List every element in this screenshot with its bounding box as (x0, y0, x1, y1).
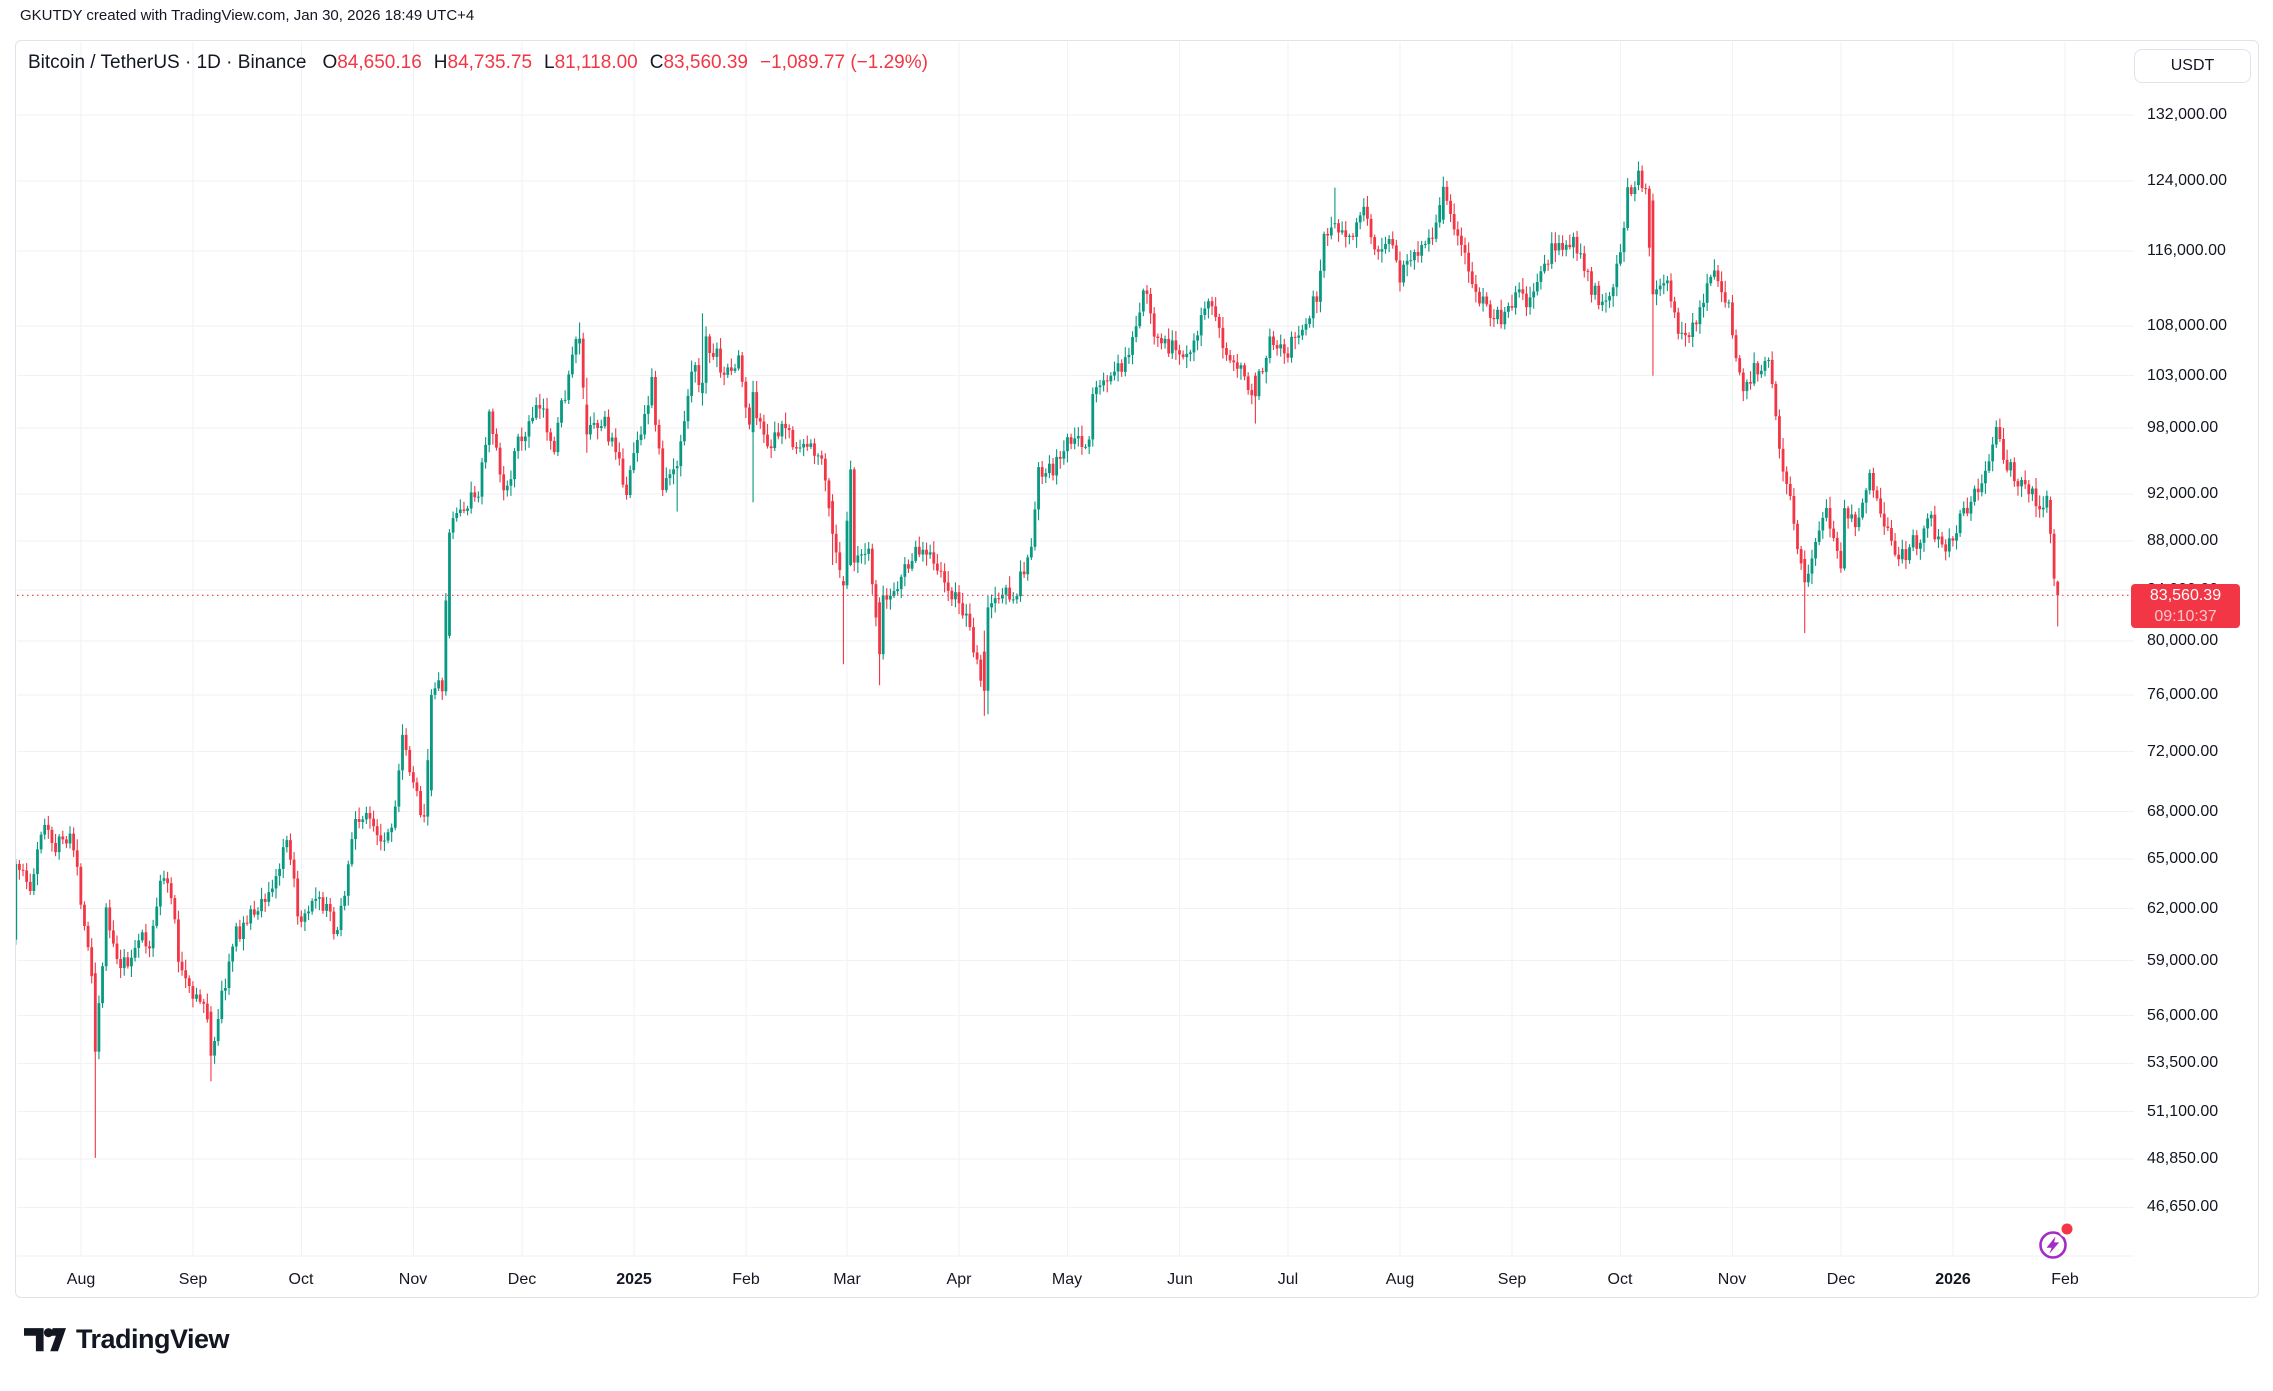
time-axis-label: 2025 (616, 1271, 652, 1288)
price-axis-label: 59,000.00 (2147, 952, 2219, 969)
time-axis-label: Mar (833, 1271, 861, 1288)
price-axis-label: 48,850.00 (2147, 1150, 2219, 1167)
time-axis-label: Apr (946, 1271, 972, 1288)
price-axis-label: 51,100.00 (2147, 1103, 2219, 1120)
ohlc-values: O84,650.16 H84,735.75 L81,118.00 C83,560.39 (322, 52, 760, 74)
tradingview-logo[interactable]: TradingView (24, 1324, 230, 1355)
price-axis-label: 98,000.00 (2147, 419, 2219, 436)
price-axis-label: 72,000.00 (2147, 743, 2219, 760)
time-axis-label: Feb (2051, 1271, 2079, 1288)
price-axis-label: 80,000.00 (2147, 632, 2219, 649)
time-axis-label: Sep (1497, 1271, 1527, 1288)
events-button[interactable] (2031, 1221, 2077, 1263)
attribution-text: GKUTDY created with TradingView.com, Jan… (20, 7, 475, 24)
time-axis-label: Nov (398, 1271, 428, 1288)
price-axis-label: 124,000.00 (2147, 172, 2228, 189)
time-axis-label: Sep (178, 1271, 208, 1288)
price-axis-label: 62,000.00 (2147, 900, 2219, 917)
price-axis-label: 103,000.00 (2147, 367, 2228, 384)
time-axis-label: May (1051, 1271, 1083, 1288)
tradingview-logo-mark (24, 1327, 66, 1351)
time-axis-label: Feb (732, 1271, 760, 1288)
price-axis-label: 108,000.00 (2147, 317, 2228, 334)
time-axis-label: Jul (1277, 1271, 1299, 1288)
time-axis-label: Dec (507, 1271, 537, 1288)
events-circle-icon (2039, 1231, 2067, 1259)
price-axis-label: 46,650.00 (2147, 1198, 2219, 1215)
ohlc-pair: C83,560.39 (649, 52, 748, 73)
price-axis-label: 68,000.00 (2147, 803, 2219, 820)
ohlc-pair: O84,650.16 (322, 52, 422, 73)
price-axis-label: 53,500.00 (2147, 1054, 2219, 1071)
time-axis-label: Aug (1385, 1271, 1415, 1288)
price-axis-label: 56,000.00 (2147, 1007, 2219, 1024)
last-price-value: 83,560.39 (2149, 587, 2222, 604)
symbol-header: Bitcoin / TetherUS · 1D · Binance O84,65… (28, 52, 928, 74)
symbol-title[interactable]: Bitcoin / TetherUS · 1D · Binance (28, 52, 307, 73)
price-axis-label: 92,000.00 (2147, 485, 2219, 502)
notification-dot (2061, 1223, 2073, 1235)
price-axis-label: 76,000.00 (2147, 686, 2219, 703)
price-axis-label: 116,000.00 (2147, 242, 2226, 259)
lightning-icon (2046, 1236, 2060, 1254)
tradingview-logo-text: TradingView (76, 1324, 230, 1354)
time-axis-label: Aug (66, 1271, 96, 1288)
price-axis-label: 132,000.00 (2147, 106, 2228, 123)
time-axis-label: Oct (1607, 1271, 1633, 1288)
time-axis-label: 2026 (1935, 1271, 1971, 1288)
ohlc-pair: L81,118.00 (544, 52, 638, 73)
price-axis-label: 65,000.00 (2147, 850, 2219, 867)
price-change: −1,089.77 (−1.29%) (760, 52, 928, 73)
last-price-badge: 83,560.39 09:10:37 (2131, 584, 2240, 628)
candlestick-chart[interactable] (16, 41, 2260, 1299)
time-axis-label: Nov (1717, 1271, 1747, 1288)
ohlc-pair: H84,735.75 (433, 52, 533, 73)
bar-countdown: 09:10:37 (2154, 608, 2217, 625)
time-axis-label: Jun (1167, 1271, 1193, 1288)
time-axis-label: Dec (1826, 1271, 1856, 1288)
price-axis-label: 88,000.00 (2147, 532, 2219, 549)
chart-widget: Bitcoin / TetherUS · 1D · Binance O84,65… (15, 40, 2259, 1298)
time-axis-label: Oct (288, 1271, 314, 1288)
currency-toggle-button[interactable]: USDT (2134, 49, 2251, 83)
